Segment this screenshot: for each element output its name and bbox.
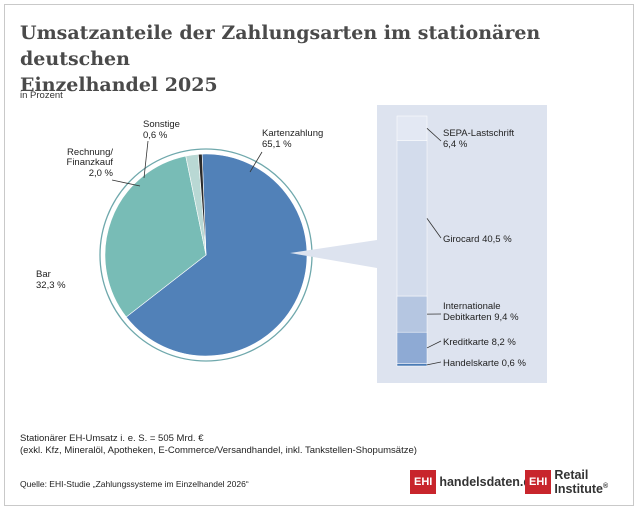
- retail-institute-name: Retail Institute: [554, 468, 603, 496]
- pie-slices: [104, 153, 308, 357]
- value-bar: 32,3 %: [36, 280, 66, 291]
- unit-label: in Prozent: [20, 90, 63, 101]
- leader-rechnung: [111, 179, 141, 187]
- leader-lines: [111, 127, 442, 366]
- footnote-line-1: Stationärer EH-Umsatz i. e. S. = 505 Mrd…: [20, 433, 204, 444]
- chart-title: Umsatzanteile der Zahlungsarten im stati…: [20, 20, 620, 98]
- segment-handelskarte: [396, 363, 428, 367]
- value-sonstige: 0,6 %: [143, 130, 168, 141]
- segment-girocard: [396, 140, 428, 297]
- footnote: Stationärer EH-Umsatz i. e. S. = 505 Mrd…: [20, 433, 417, 457]
- registered-mark: ®: [602, 482, 609, 490]
- source-note: Quelle: EHI-Studie „Zahlungssysteme im E…: [20, 479, 249, 489]
- value-kartenzahlung: 65,1 %: [262, 139, 292, 150]
- label-handelskarte: Handelskarte 0,6 %: [443, 358, 526, 369]
- breakdown-segments: [396, 115, 428, 367]
- label-rechnung-2: Finanzkauf: [67, 157, 114, 168]
- label-international-2: Debitkarten 9,4 %: [443, 312, 519, 323]
- label-rechnung-1: Rechnung/: [67, 147, 113, 158]
- leader-sonstige: [143, 140, 149, 179]
- leader-segment-kreditkarte: [426, 340, 442, 349]
- ehi-logo-box: EHI: [410, 470, 437, 494]
- leader-kartenzahlung: [249, 151, 263, 173]
- leader-segment-girocard: [426, 218, 442, 239]
- slice-sonstige: [197, 153, 207, 256]
- handelsdaten-logo[interactable]: EHI handelsdaten.de: [410, 470, 538, 494]
- label-sepa-2: 6,4 %: [443, 139, 468, 150]
- segment-kreditkarte: [396, 331, 428, 364]
- label-bar: Bar: [36, 269, 51, 280]
- label-international-1: Internationale: [443, 301, 501, 312]
- ehi-logo-box-2: EHI: [525, 470, 552, 494]
- segment-international-debit: [396, 295, 428, 333]
- handelsdaten-text: handelsdaten.de: [439, 475, 538, 489]
- label-sonstige: Sonstige: [143, 119, 180, 130]
- label-kreditkarte: Kreditkarte 8,2 %: [443, 337, 516, 348]
- retail-institute-text: Retail Institute®: [554, 468, 640, 496]
- slice-bar: [104, 155, 207, 318]
- title-line-1: Umsatzanteile der Zahlungsarten im stati…: [20, 22, 541, 70]
- chart-frame: [4, 4, 634, 506]
- ehi-retail-institute-logo[interactable]: EHI Retail Institute®: [525, 468, 640, 496]
- label-girocard: Girocard 40,5 %: [443, 234, 512, 245]
- label-sepa-1: SEPA-Lastschrift: [443, 128, 514, 139]
- title-line-2: Einzelhandel 2025: [20, 74, 218, 96]
- leader-segment-handelskarte: [426, 361, 442, 366]
- segment-sepa-lastschrift: [396, 115, 428, 141]
- leader-segment-sepa-lastschrift: [426, 127, 442, 142]
- slice-kartenzahlung: [125, 153, 308, 357]
- value-rechnung: 2,0 %: [89, 168, 114, 179]
- footnote-line-2: (exkl. Kfz, Mineralöl, Apotheken, E-Comm…: [20, 445, 417, 456]
- breakdown-connector: [290, 240, 377, 268]
- label-kartenzahlung: Kartenzahlung: [262, 128, 323, 139]
